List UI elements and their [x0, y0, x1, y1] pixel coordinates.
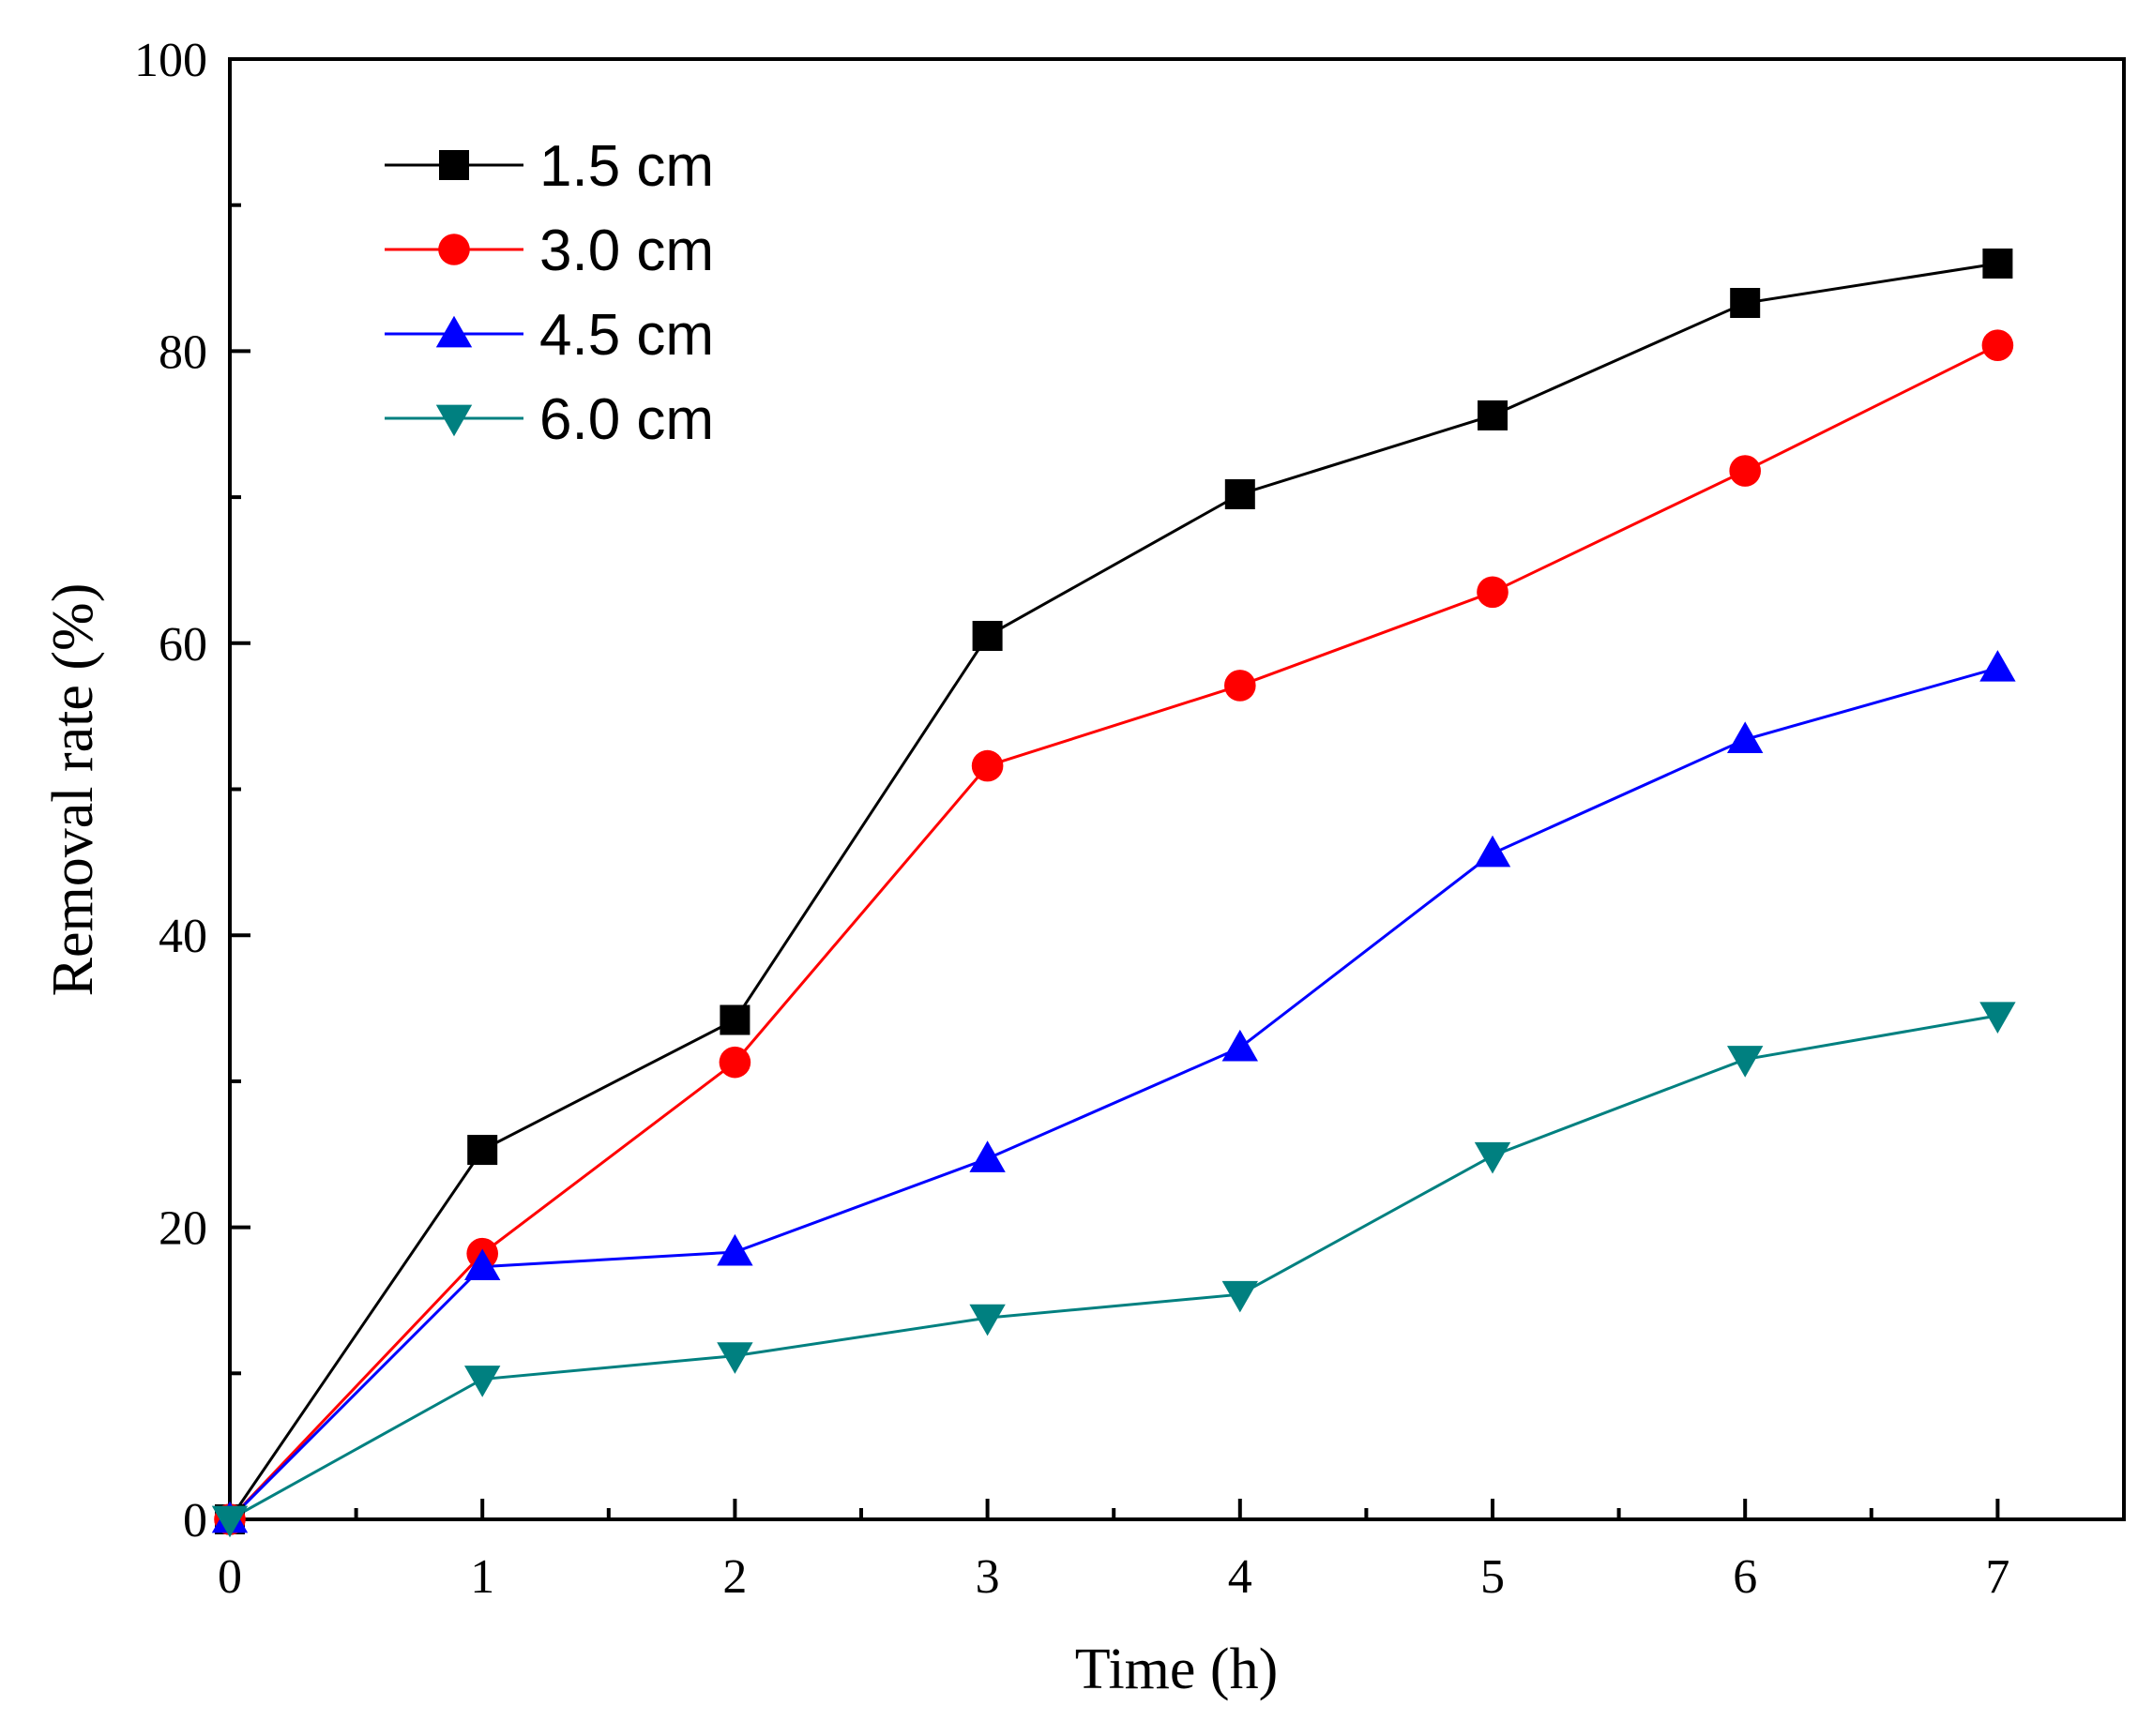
y-axis-ticks: 0 20 40 60 80 100: [134, 34, 250, 1547]
data-point-4-5-cm: [969, 1140, 1006, 1172]
data-point-1-5-cm: [1478, 400, 1508, 430]
data-point-4-5-cm: [1474, 835, 1511, 868]
y-axis-title: Removal rate (%): [41, 583, 105, 997]
x-tick-label: 5: [1480, 1550, 1505, 1604]
data-point-1-5-cm: [972, 621, 1003, 652]
x-tick-label: 6: [1733, 1550, 1757, 1604]
y-tick-label: 80: [159, 325, 207, 379]
legend-marker-3-0-cm: [438, 234, 470, 265]
data-point-6-0-cm: [464, 1366, 501, 1397]
legend: 1.5 cm 3.0 cm 4.5 cm 6.0 cm: [385, 134, 714, 452]
legend-label-6-0-cm: 6.0 cm: [539, 387, 714, 452]
y-tick-label: 0: [183, 1494, 207, 1547]
data-point-6-0-cm: [1979, 1002, 2016, 1034]
data-point-1-5-cm: [1224, 478, 1255, 509]
legend-label-4-5-cm: 4.5 cm: [539, 303, 714, 368]
series-line-6-0-cm: [229, 1014, 1998, 1521]
series-line-3-0-cm: [228, 343, 1999, 1521]
data-point-6-0-cm: [1474, 1141, 1511, 1174]
series-line-1-5-cm: [228, 262, 1998, 1520]
y-tick-label: 100: [134, 34, 207, 87]
legend-marker-1-5-cm: [439, 150, 469, 180]
data-point-3-0-cm: [1729, 455, 1761, 487]
data-point-4-5-cm: [1727, 721, 1764, 753]
data-point-1-5-cm: [1982, 248, 2013, 279]
y-tick-label: 20: [159, 1202, 207, 1256]
series-markers: [211, 248, 2016, 1538]
x-tick-label: 3: [976, 1550, 1000, 1604]
x-tick-label: 4: [1228, 1550, 1252, 1604]
data-point-1-5-cm: [1730, 288, 1761, 319]
data-point-1-5-cm: [720, 1004, 751, 1035]
data-point-3-0-cm: [1224, 670, 1256, 702]
legend-marker-4-5-cm: [435, 315, 473, 348]
data-point-6-0-cm: [1727, 1046, 1764, 1078]
data-point-1-5-cm: [467, 1135, 498, 1166]
data-point-4-5-cm: [1221, 1029, 1258, 1062]
x-tick-label: 1: [470, 1550, 494, 1604]
x-tick-label: 0: [218, 1550, 242, 1604]
x-tick-label: 2: [722, 1550, 747, 1604]
legend-label-3-0-cm: 3.0 cm: [539, 219, 714, 283]
data-point-3-0-cm: [971, 749, 1004, 782]
data-point-6-0-cm: [1221, 1280, 1258, 1313]
y-tick-label: 40: [159, 910, 207, 963]
data-point-6-0-cm: [969, 1304, 1006, 1336]
data-point-4-5-cm: [717, 1233, 753, 1266]
x-axis-ticks: 0 1 2 3 4 5 6 7: [218, 1499, 2126, 1604]
legend-label-1-5-cm: 1.5 cm: [539, 134, 714, 199]
data-point-6-0-cm: [717, 1342, 753, 1374]
data-point-3-0-cm: [1981, 329, 2014, 361]
y-tick-label: 60: [159, 618, 207, 672]
series-line-4-5-cm: [228, 666, 1998, 1521]
x-tick-label: 7: [1985, 1550, 2009, 1604]
data-point-3-0-cm: [1477, 576, 1509, 609]
data-point-6-0-cm: [211, 1505, 249, 1538]
data-point-3-0-cm: [719, 1046, 751, 1079]
data-point-4-5-cm: [464, 1248, 501, 1281]
legend-marker-6-0-cm: [435, 404, 473, 437]
x-axis-title: Time (h): [1075, 1638, 1278, 1701]
data-point-4-5-cm: [1979, 650, 2016, 682]
series-lines: [228, 262, 1999, 1521]
